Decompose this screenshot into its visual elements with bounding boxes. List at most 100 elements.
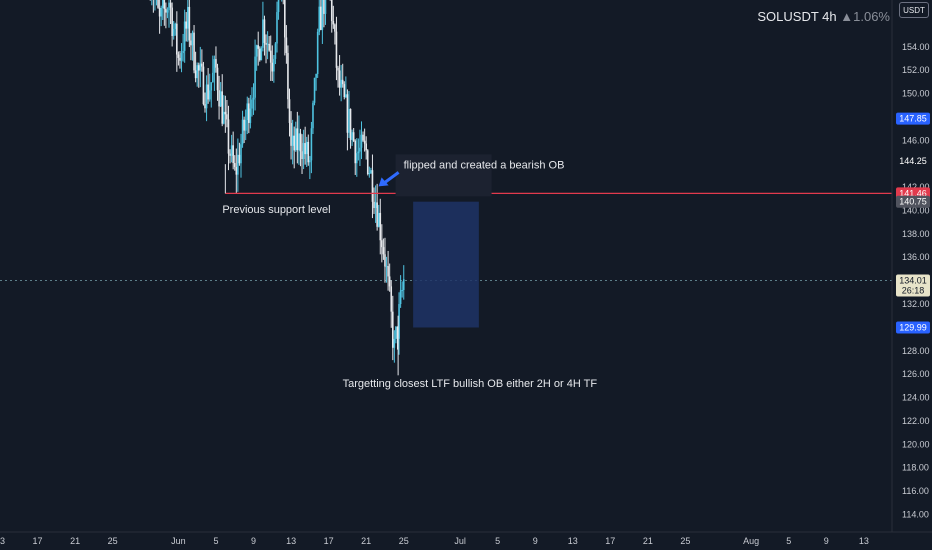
candle-body [299,133,302,152]
candle-body [277,0,280,13]
candle-body [233,163,236,167]
symbol-title: SOLUSDT 4h ▲1.06% [720,9,890,24]
candle-body [287,53,289,100]
x-tick-label: 9 [533,536,538,546]
candle-body [224,111,227,115]
price-axis[interactable]: 114.00 116.00 118.00 120.00 122.00 124.00 126.… [891,0,932,532]
candle-body [218,90,220,107]
candle-body [171,7,173,37]
candle-body [172,28,175,37]
candle-body [258,48,261,61]
x-tick-label: 21 [361,536,371,546]
candle-body [186,6,189,29]
candle-body [219,91,222,107]
candle-body [293,135,296,151]
candle-body [384,254,386,267]
candle-body [243,119,245,131]
candle-body [321,0,324,30]
candle-body [362,134,364,141]
candle-body [365,143,367,151]
candle-body [216,67,219,91]
x-tick-label: 13 [0,536,5,546]
x-tick-label: Jun [171,536,186,546]
candle-body [158,7,161,17]
plot-area[interactable]: Previous support level flipped and create… [0,0,892,390]
price-tag [896,321,930,334]
candle-body [165,8,167,13]
price-tag [896,195,930,208]
candle-body [199,63,202,71]
candle-body [251,99,253,109]
y-tick-label: 140.00 [902,205,930,215]
candle-body [370,170,372,174]
x-tick-label: 5 [495,536,500,546]
candle-body [354,141,357,164]
candle-body [185,21,188,29]
candle-body [161,0,164,8]
y-tick-label: 152.00 [902,65,930,75]
candle-body [343,84,346,98]
time-axis[interactable]: 13 17 21 25 Jun 5 9 13 17 21 25 Jul 5 9 13 17 21 25 Aug 5 9 1… [0,531,932,550]
candle-body [360,134,363,148]
candle-body [190,40,192,46]
candle-body [356,153,358,164]
candle-body [324,0,327,14]
candle-body [371,170,374,202]
candle-body [208,90,211,100]
candle-body [248,103,250,123]
price-tag-label: 147.85 [899,114,927,124]
candle-body [388,276,391,287]
candle-body [323,0,325,14]
candle-body [160,7,162,17]
candle-body [363,140,366,144]
candle-body [313,77,316,103]
candle-body [240,144,242,164]
bearish-ob-box[interactable] [413,201,479,328]
candle-body [202,66,205,105]
candle-body [157,0,159,8]
price-tag [896,154,930,167]
x-tick-label: 5 [213,536,218,546]
candle-body [188,6,191,41]
candle-body [266,43,269,45]
candle-body [191,32,194,46]
candle-body [359,147,361,152]
candle-body [205,84,208,109]
currency-badge[interactable]: USDT [899,2,929,18]
y-tick-label: 154.00 [902,42,930,52]
candle-body [304,143,306,155]
candle-body [257,45,260,49]
x-tick-label: Aug [743,536,759,546]
annotations: Previous support level flipped and create… [222,159,597,390]
price-tag [896,112,930,125]
candle-body [335,31,338,68]
candle-body [395,326,397,339]
candle-body [294,128,297,151]
x-tick-label: 25 [399,536,409,546]
annotation-bearish-ob: flipped and created a bearish OB [404,159,565,171]
candle-body [210,82,213,91]
x-tick-label: 17 [33,536,43,546]
candle-body [374,202,377,209]
candle-body [285,37,288,54]
candle-body [309,160,311,163]
annotation-bg [395,154,492,197]
x-tick-label: 21 [643,536,653,546]
x-tick-label: 13 [568,536,578,546]
x-tick-label: 5 [786,536,791,546]
price-tag-label: 141.46 [899,188,927,198]
y-tick-label: 124.00 [902,393,930,403]
candle-body [269,50,272,63]
candle-body [163,0,166,9]
candle-body [393,338,396,348]
y-tick-label: 150.00 [902,89,930,99]
candle-body [307,141,310,163]
candle-body [402,279,405,290]
candle-body [320,6,322,30]
candle-body [174,23,177,29]
candle-body [348,108,350,133]
candle-body [305,141,308,155]
candle-body [274,43,277,59]
x-tick-label: Jul [454,536,466,546]
